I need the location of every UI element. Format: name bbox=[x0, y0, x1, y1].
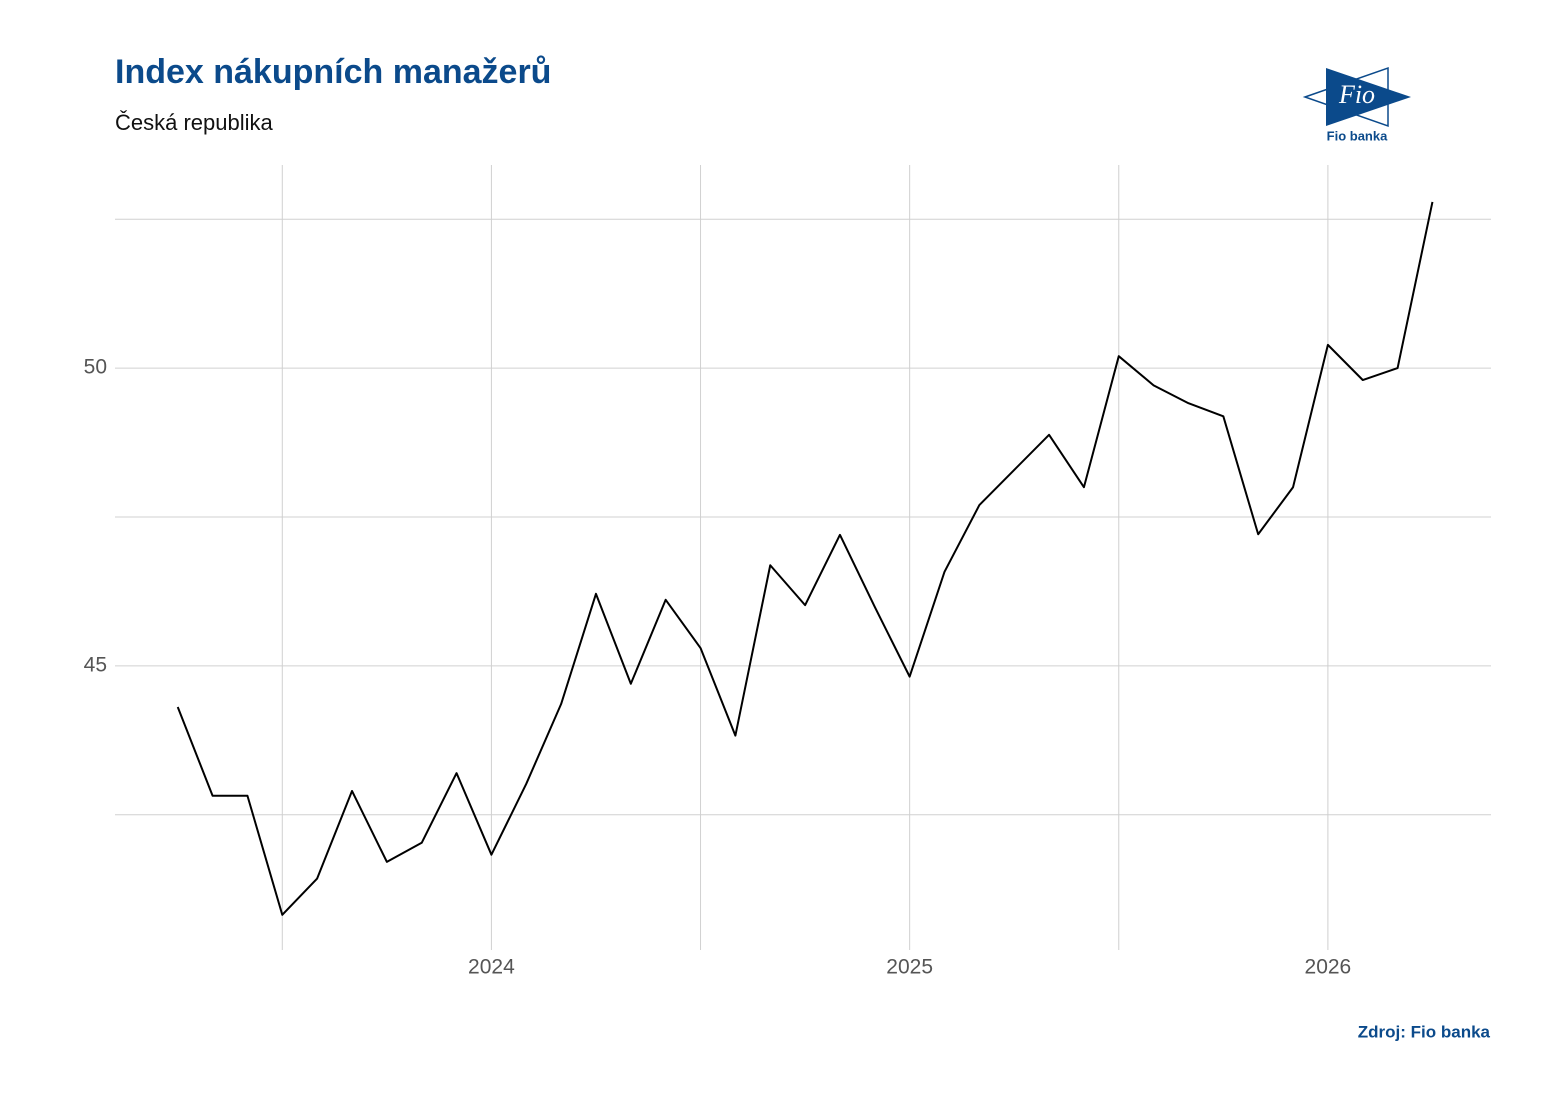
logo-name: Fio banka bbox=[1327, 128, 1388, 143]
logo-flag bbox=[1326, 68, 1411, 126]
x-tick-label: 2026 bbox=[1305, 956, 1352, 979]
logo-mark: Fio bbox=[1338, 80, 1375, 109]
x-tick-label: 2024 bbox=[468, 956, 515, 979]
logo: Fio Fio banka bbox=[1302, 66, 1411, 143]
x-tick-label: 2025 bbox=[886, 956, 933, 979]
source: Zdroj: Fio banka bbox=[1358, 1022, 1491, 1041]
chart-title: Index nákupních manažerů bbox=[115, 53, 551, 91]
y-tick-label: 45 bbox=[84, 653, 107, 676]
y-tick-label: 50 bbox=[84, 356, 107, 379]
chart-subtitle: Česká republika bbox=[115, 110, 274, 135]
data-line bbox=[176, 201, 1434, 916]
